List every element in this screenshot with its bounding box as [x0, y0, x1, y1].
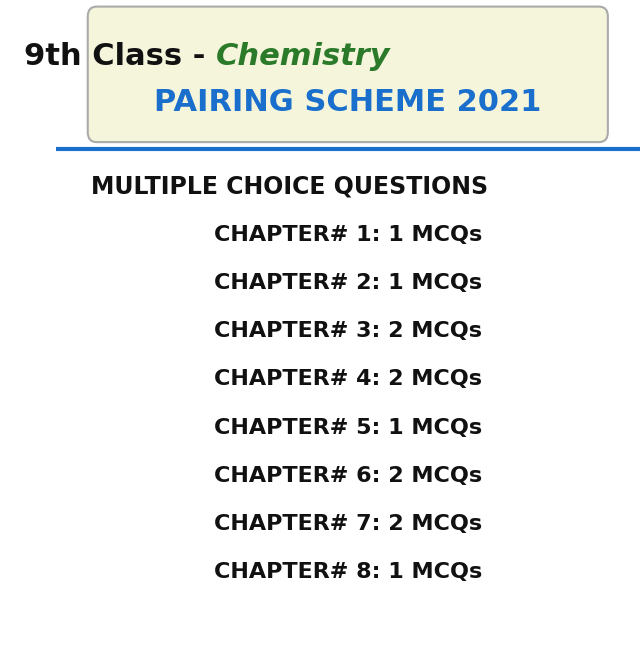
FancyBboxPatch shape: [88, 7, 608, 142]
Text: CHAPTER# 1: 1 MCQs: CHAPTER# 1: 1 MCQs: [214, 225, 482, 245]
Text: CHAPTER# 7: 2 MCQs: CHAPTER# 7: 2 MCQs: [214, 514, 482, 534]
Text: CHAPTER# 4: 2 MCQs: CHAPTER# 4: 2 MCQs: [214, 369, 482, 389]
Text: PAIRING SCHEME 2021: PAIRING SCHEME 2021: [154, 88, 541, 117]
Text: 9th Class -: 9th Class -: [24, 42, 216, 71]
Text: Chemistry: Chemistry: [216, 42, 391, 71]
Text: MULTIPLE CHOICE QUESTIONS: MULTIPLE CHOICE QUESTIONS: [91, 175, 488, 198]
Text: CHAPTER# 3: 2 MCQs: CHAPTER# 3: 2 MCQs: [214, 321, 482, 341]
Text: CHAPTER# 2: 1 MCQs: CHAPTER# 2: 1 MCQs: [214, 273, 482, 293]
Text: CHAPTER# 5: 1 MCQs: CHAPTER# 5: 1 MCQs: [214, 418, 482, 438]
Text: CHAPTER# 8: 1 MCQs: CHAPTER# 8: 1 MCQs: [214, 563, 482, 582]
Text: CHAPTER# 6: 2 MCQs: CHAPTER# 6: 2 MCQs: [214, 466, 482, 486]
